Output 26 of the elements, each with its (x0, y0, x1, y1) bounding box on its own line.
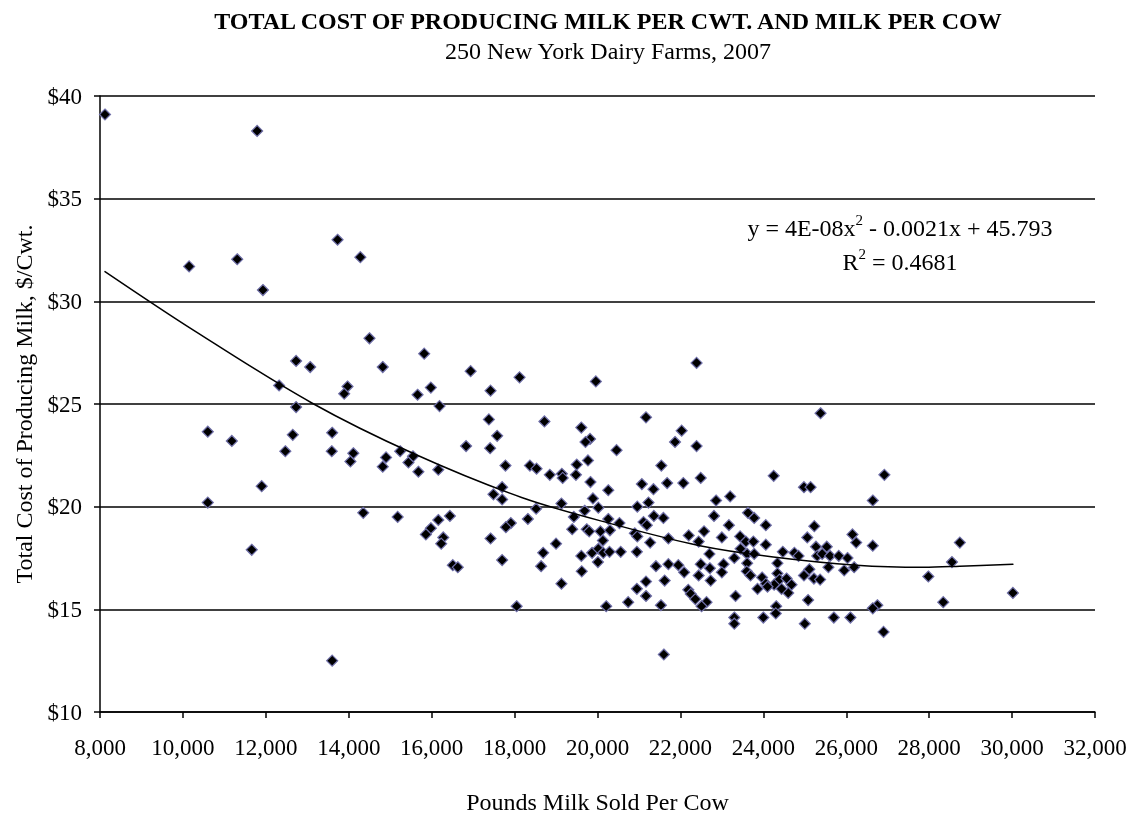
x-tick-label: 12,000 (234, 735, 298, 760)
x-axis-title: Pounds Milk Sold Per Cow (466, 789, 730, 815)
y-tick-label: $25 (47, 391, 82, 417)
y-tick-label: $40 (47, 83, 82, 109)
y-tick-label: $30 (47, 288, 82, 314)
y-tick-label: $10 (47, 699, 82, 725)
chart-title: TOTAL COST OF PRODUCING MILK PER CWT. AND MILK PER COW (214, 8, 1002, 34)
x-tick-label: 20,000 (565, 735, 630, 760)
y-tick-label: $15 (47, 596, 82, 622)
y-axis-title: Total Cost of Producing Milk, $/Cwt. (11, 224, 37, 584)
x-tick-label: 26,000 (814, 735, 878, 760)
x-tick-label: 14,000 (317, 735, 381, 760)
y-tick-label: $35 (47, 186, 82, 212)
x-tick-label: 18,000 (482, 735, 547, 760)
x-tick-label: 16,000 (400, 735, 464, 760)
x-tick-label: 10,000 (151, 735, 215, 760)
x-tick-label: 8,000 (74, 735, 126, 760)
x-tick-label: 30,000 (980, 735, 1044, 760)
x-tick-label: 24,000 (731, 735, 795, 760)
annotation: R$^{2}$ = 0.4681 (842, 246, 958, 276)
x-tick-label: 32,000 (1063, 735, 1127, 760)
x-tick-label: 22,000 (648, 735, 713, 760)
chart-subtitle: 250 New York Dairy Farms, 2007 (445, 38, 771, 64)
y-tick-label: $20 (47, 494, 82, 520)
x-tick-label: 28,000 (897, 735, 961, 760)
annotation: y = 4E-08x$^{2}$ - 0.0021x + 45.793 (747, 212, 1053, 242)
